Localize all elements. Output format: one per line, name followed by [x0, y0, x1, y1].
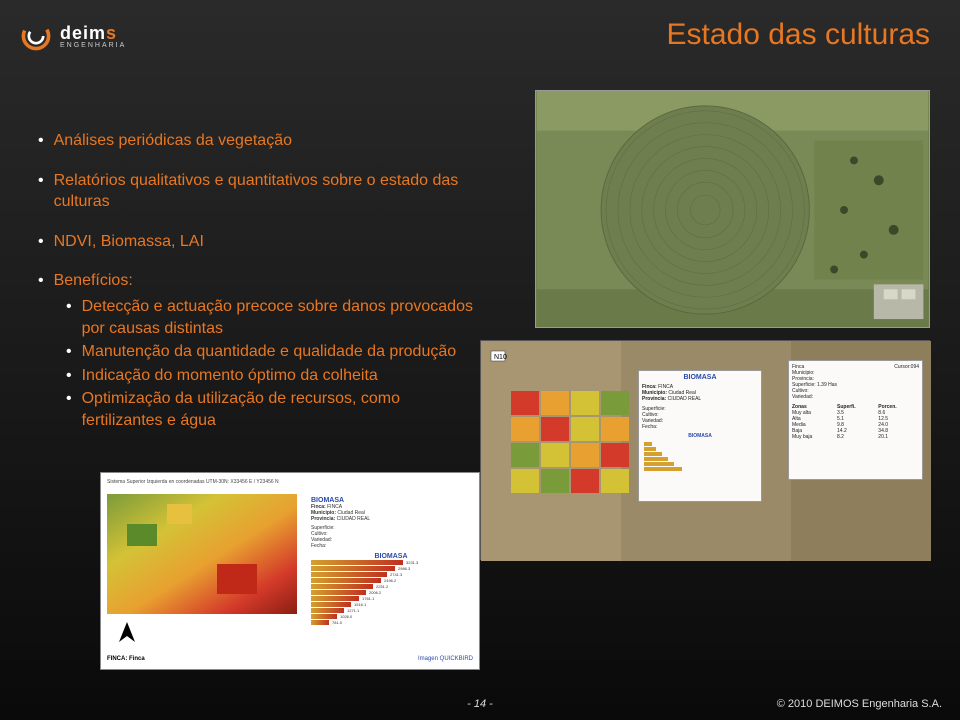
logo-swirl-icon — [18, 18, 54, 54]
bullet-content: •Análises periódicas da vegetação •Relat… — [38, 130, 478, 434]
bar-row: 781.0 — [311, 620, 471, 625]
north-arrow-icon — [107, 620, 147, 650]
bar-row: 2741.3 — [311, 572, 471, 577]
panel-mini-chart — [642, 439, 760, 473]
bullet-text: NDVI, Biomassa, LAI — [54, 231, 204, 253]
bullet-text: Análises periódicas da vegetação — [54, 130, 292, 152]
bar-row: 2006.2 — [311, 590, 471, 595]
bullet-item: •Relatórios qualitativos e quantitativos… — [38, 170, 478, 213]
bar-row: 2251.2 — [311, 584, 471, 589]
bullet-text: Benefícios: — [54, 270, 133, 292]
bar-row: 1271.1 — [311, 608, 471, 613]
report-footer-img: Imagen QUICKBIRD — [418, 656, 473, 662]
report-heatmap — [107, 494, 297, 614]
bar-row: 3231.3 — [311, 560, 471, 565]
sub-bullet-item: •Detecção e actuação precoce sobre danos… — [66, 296, 478, 339]
page-number: - 14 - — [467, 698, 493, 710]
logo-subtitle: ENGENHARIA — [60, 42, 126, 49]
map-stats-panel: Finca Cursor:094 Municipio: Provincia: S… — [788, 360, 923, 480]
sub-bullet-item: •Manutenção da quantidade e qualidade da… — [66, 341, 478, 363]
bullet-item: •NDVI, Biomassa, LAI — [38, 231, 478, 253]
logo-name: deims — [60, 24, 126, 42]
report-header: Sistema Superior Izquierda en coordenada… — [107, 479, 473, 485]
sub-bullet-text: Indicação do momento óptimo da colheita — [82, 365, 378, 387]
bar-row: 1761.1 — [311, 596, 471, 601]
bullet-text: Relatórios qualitativos e quantitativos … — [54, 170, 478, 213]
bar-row: 1516.1 — [311, 602, 471, 607]
bar-row: 2986.3 — [311, 566, 471, 571]
bullet-item: •Benefícios: — [38, 270, 478, 292]
panel-prov: Provincia: CIUDAD REAL — [642, 396, 758, 402]
sub-bullet-item: •Optimização da utilização de recursos, … — [66, 388, 478, 431]
stats-cursor: Cursor:094 — [894, 364, 919, 370]
report-footer-finca: FINCA: Finca — [107, 656, 145, 662]
biomass-report: Sistema Superior Izquierda en coordenada… — [100, 472, 480, 670]
bar-row: 2496.2 — [311, 578, 471, 583]
panel-title: BIOMASA — [642, 374, 758, 381]
stats-table: ZonasSuperfi.Porcen. Muy alta3.58.6 Alta… — [792, 404, 919, 440]
sub-bullet-list: •Detecção e actuação precoce sobre danos… — [66, 296, 478, 432]
svg-text:N10: N10 — [494, 354, 507, 361]
sub-bullet-text: Detecção e actuação precoce sobre danos … — [82, 296, 478, 339]
sub-bullet-item: •Indicação do momento óptimo da colheita — [66, 365, 478, 387]
sub-bullet-text: Optimização da utilização de recursos, c… — [82, 388, 478, 431]
stats-field: Variedad: — [792, 394, 919, 400]
aerial-crop-image — [535, 90, 930, 328]
brand-logo: deims ENGENHARIA — [18, 18, 126, 54]
page-title: Estado das culturas — [667, 18, 930, 52]
bar-row: 1026.0 — [311, 614, 471, 619]
report-bar-chart: BIOMASA Finca: FINCA Municipio: Ciudad R… — [311, 497, 471, 626]
bullet-item: •Análises periódicas da vegetação — [38, 130, 478, 152]
copyright: © 2010 DEIMOS Engenharia S.A. — [777, 698, 942, 710]
sub-bullet-text: Manutenção da quantidade e qualidade da … — [82, 341, 457, 363]
map-info-panel: BIOMASA Finca: FINCA Municipio: Ciudad R… — [638, 370, 762, 502]
panel-field: Fecha: — [642, 424, 758, 430]
